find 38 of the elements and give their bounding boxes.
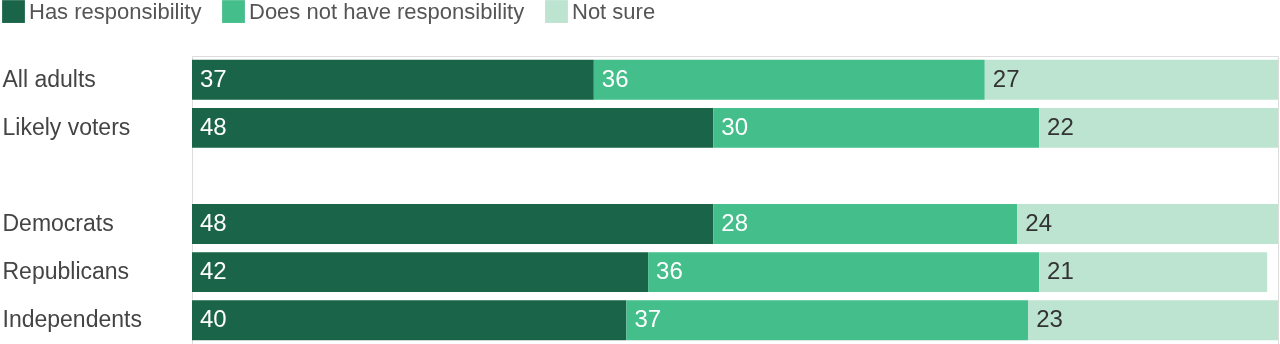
bar (593, 59, 985, 100)
data-label: 37 (634, 305, 662, 333)
data-label: 24 (1025, 209, 1053, 237)
y-tick-label: Independents (2, 306, 142, 333)
bar (1017, 204, 1278, 244)
data-label: 23 (1036, 305, 1063, 333)
data-label: 27 (992, 64, 1020, 92)
data-label: 36 (601, 64, 629, 92)
data-label: 37 (200, 64, 227, 92)
bar (1039, 107, 1278, 148)
data-label: 36 (656, 257, 683, 285)
y-tick-label: Republicans (2, 258, 130, 285)
data-label: 42 (200, 257, 227, 285)
bar (192, 107, 714, 148)
data-label: 21 (1047, 257, 1074, 285)
bar (192, 300, 627, 341)
bar (192, 252, 649, 293)
bar (1039, 252, 1268, 293)
data-label: 48 (200, 209, 227, 237)
bar (648, 252, 1040, 293)
y-tick-label: All adults (2, 65, 96, 92)
data-label: 48 (200, 112, 227, 140)
y-tick-label: Likely voters (2, 113, 131, 140)
bar (713, 204, 1018, 244)
data-label: 28 (721, 209, 748, 237)
data-label: 40 (200, 305, 227, 333)
legend-label: Not sure (572, 0, 656, 24)
y-tick-label: Democrats (2, 210, 114, 237)
legend-label: Does not have responsibility (249, 0, 525, 24)
bar (713, 107, 1040, 148)
data-label: 22 (1047, 112, 1074, 140)
bar (192, 59, 594, 100)
bar (192, 204, 714, 244)
legend-label: Has responsibility (29, 0, 202, 24)
bar (1028, 300, 1278, 341)
data-label: 30 (721, 112, 748, 140)
bar (984, 59, 1278, 100)
bar (626, 300, 1029, 341)
